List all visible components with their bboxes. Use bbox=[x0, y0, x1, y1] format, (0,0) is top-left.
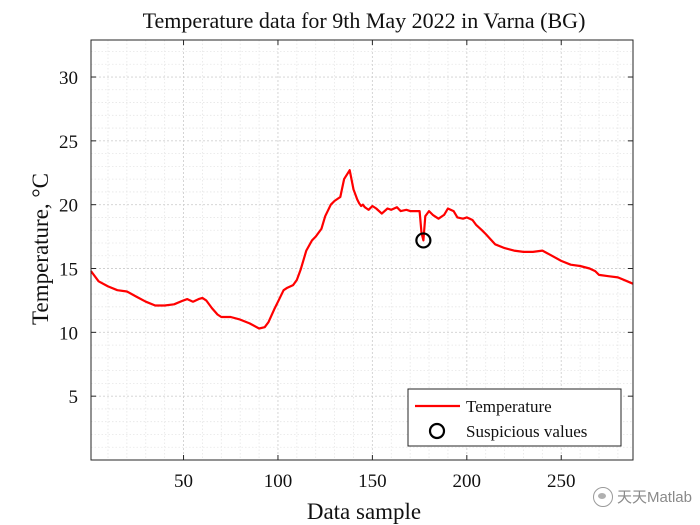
y-axis-label: Temperature, °C bbox=[28, 173, 53, 325]
legend-suspicious-marker bbox=[428, 422, 446, 440]
y-tick-label: 25 bbox=[59, 132, 78, 153]
y-tick-label: 30 bbox=[59, 68, 78, 89]
x-tick-label: 200 bbox=[453, 471, 482, 492]
y-tick-label: 10 bbox=[59, 323, 78, 344]
legend-temperature-label: Temperature bbox=[466, 397, 552, 416]
plot-frame bbox=[90, 39, 634, 461]
wechat-icon bbox=[592, 486, 613, 507]
y-tick-label: 15 bbox=[59, 260, 78, 281]
watermark-text: 天天Matlab bbox=[616, 489, 692, 506]
temperature-line bbox=[90, 169, 634, 330]
x-tick-label: 100 bbox=[264, 471, 293, 492]
legend-box bbox=[407, 388, 622, 447]
x-tick-label: 250 bbox=[547, 471, 576, 492]
watermark: 天天Matlab bbox=[592, 486, 692, 507]
series-layer bbox=[90, 169, 634, 330]
ticks bbox=[91, 40, 633, 460]
x-tick-label: 50 bbox=[174, 471, 193, 492]
x-tick-label: 150 bbox=[358, 471, 387, 492]
y-tick-label: 5 bbox=[69, 387, 79, 408]
legend: Temperature Suspicious values bbox=[407, 388, 622, 447]
chart-title: Temperature data for 9th May 2022 in Var… bbox=[143, 8, 586, 33]
suspicious-value-marker bbox=[415, 232, 432, 249]
y-tick-label: 20 bbox=[59, 196, 78, 217]
legend-suspicious-label: Suspicious values bbox=[466, 422, 587, 441]
x-axis-label: Data sample bbox=[307, 499, 421, 524]
tick-labels: 50 100 150 200 250 5 10 15 20 25 30 bbox=[59, 68, 575, 492]
